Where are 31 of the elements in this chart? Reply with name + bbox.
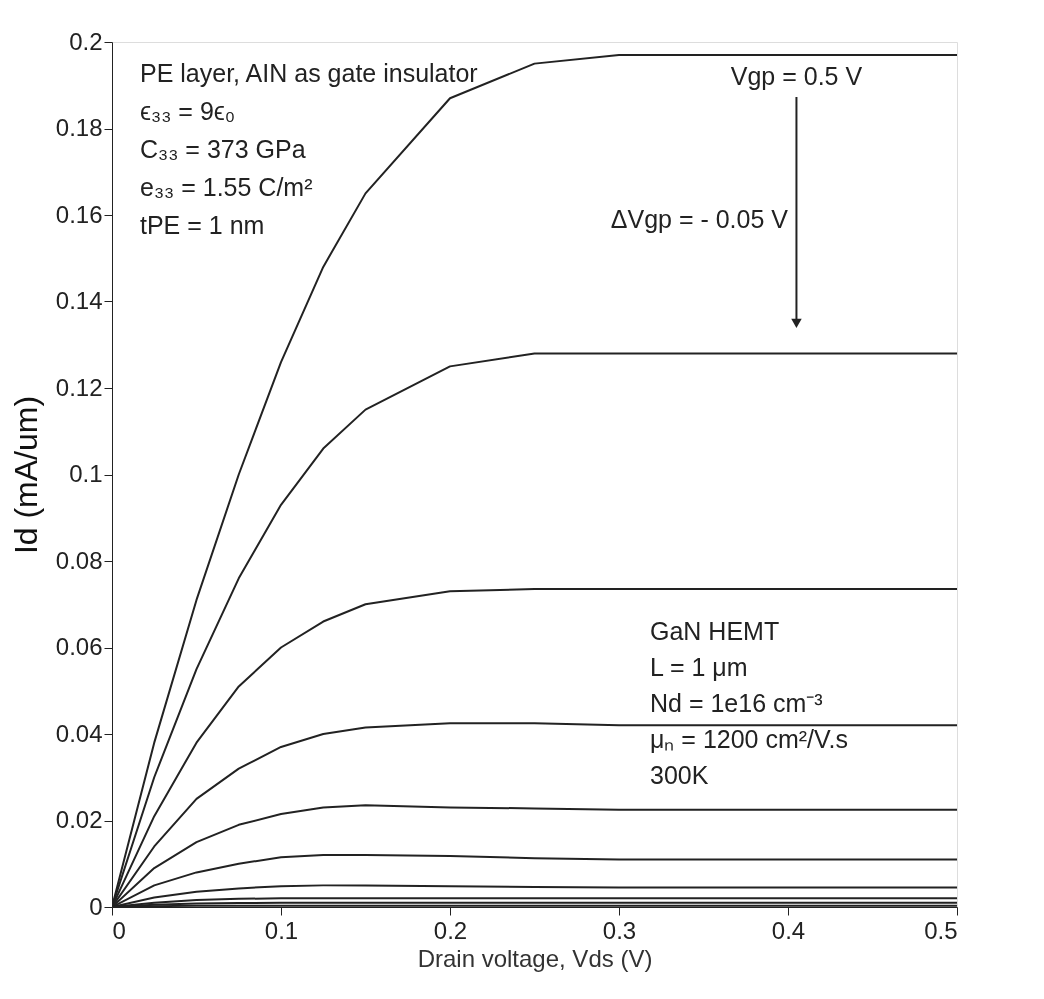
x-tick-label: 0.3 bbox=[602, 916, 637, 944]
x-tick-label: 0.5 bbox=[924, 916, 958, 944]
annotation: μₙ = 1200 cm²/V.s bbox=[650, 725, 848, 753]
annotation: GaN HEMT bbox=[650, 617, 780, 645]
annotation: tPE = 1 nm bbox=[140, 211, 265, 239]
annotation: 300K bbox=[650, 761, 709, 789]
y-tick-label: 0.14 bbox=[55, 287, 103, 314]
y-axis-title: Id (mA/um) bbox=[7, 395, 44, 555]
annotation: Nd = 1e16 cm⁻³ bbox=[650, 689, 823, 717]
y-tick-label: 0.12 bbox=[55, 373, 103, 401]
x-axis-title: Drain voltage, Vds (V) bbox=[417, 944, 653, 972]
annotation: L = 1 μm bbox=[650, 653, 748, 681]
x-tick-label: 0.4 bbox=[771, 916, 806, 944]
x-tick-label: 0.1 bbox=[264, 916, 299, 944]
x-tick-label: 0 bbox=[112, 916, 126, 944]
annotation: PE layer, AIN as gate insulator bbox=[140, 59, 478, 87]
y-tick-label: 0.18 bbox=[55, 114, 103, 141]
annotation: ϵ₃₃ = 9ϵ₀ bbox=[140, 97, 236, 125]
annotation: ΔVgp = - 0.05 V bbox=[610, 205, 789, 233]
y-tick-label: 0.02 bbox=[55, 806, 103, 833]
annotation: Vgp = 0.5 V bbox=[730, 61, 863, 90]
annotation: C₃₃ = 373 GPa bbox=[140, 135, 306, 163]
annotation: e₃₃ = 1.55 C/m² bbox=[140, 173, 313, 201]
y-tick-label: 0.16 bbox=[55, 200, 103, 228]
y-tick-label: 0.1 bbox=[69, 460, 103, 487]
x-tick-label: 0.2 bbox=[433, 916, 468, 944]
y-tick-label: 0.04 bbox=[55, 719, 103, 747]
y-tick-label: 0.06 bbox=[55, 633, 103, 660]
y-tick-label: 0.2 bbox=[69, 27, 103, 55]
y-tick-label: 0.08 bbox=[55, 546, 103, 574]
y-tick-label: 0 bbox=[89, 892, 103, 920]
